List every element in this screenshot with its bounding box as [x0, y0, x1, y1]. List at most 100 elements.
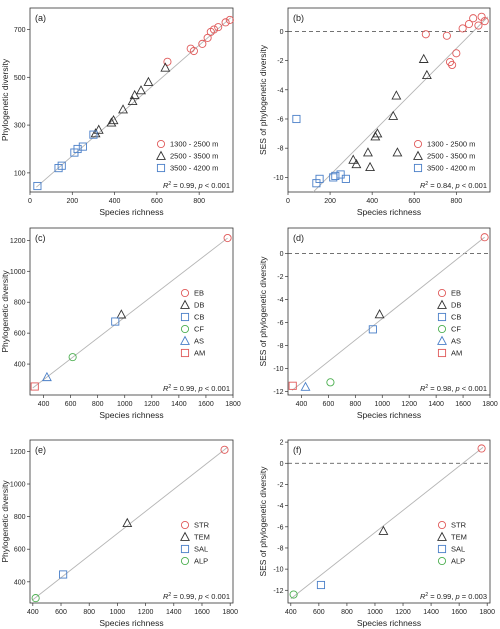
x-tick-label: 1800: [479, 609, 495, 616]
y-axis-label: Phylogenetic diversity: [0, 480, 10, 563]
data-point: [341, 174, 350, 183]
x-tick-label: 400: [38, 401, 50, 408]
x-tick-label: 400: [366, 198, 378, 205]
legend-marker: [437, 335, 447, 345]
x-tick-label: 1800: [222, 609, 238, 616]
y-tick-label: 700: [14, 27, 26, 34]
y-tick-label: -10: [273, 567, 283, 574]
legend-label: ALP: [451, 557, 465, 566]
legend-label: STR: [194, 521, 210, 530]
y-axis-label: SES of phylogenetic diversity: [258, 256, 268, 367]
x-tick-label: 0: [286, 198, 290, 205]
data-point: [118, 104, 128, 114]
y-tick-label: 0: [280, 251, 284, 258]
legend-marker: [437, 312, 447, 322]
y-tick-label: -8: [277, 146, 283, 153]
x-tick-label: 800: [193, 198, 205, 205]
x-tick-label: 200: [324, 198, 336, 205]
data-point: [368, 325, 377, 334]
x-tick-label: 600: [323, 401, 335, 408]
data-point: [391, 90, 402, 100]
y-tick-label: 300: [14, 123, 26, 130]
plot-frame: [29, 439, 234, 604]
fit-line: [312, 16, 489, 192]
legend-marker: [413, 150, 423, 160]
legend: EB DB CB CF AS AM: [180, 289, 205, 358]
data-point: [464, 20, 474, 29]
panel-label: (e): [35, 445, 46, 455]
x-tick-label: 800: [83, 609, 95, 616]
legend-label: 2500 - 3500 m: [427, 152, 475, 161]
legend-marker: [156, 150, 166, 160]
x-tick-label: 800: [341, 609, 353, 616]
plot-frame: [29, 7, 234, 193]
panel-label: (a): [35, 13, 46, 23]
legend-label: 3500 - 4200 m: [427, 164, 475, 173]
x-tick-label: 800: [450, 198, 462, 205]
legend-marker: [437, 531, 447, 541]
panel-label: (b): [293, 13, 304, 23]
data-point: [33, 181, 42, 191]
legend-marker: [156, 163, 166, 173]
legend-marker: [437, 324, 447, 334]
legend-marker: [180, 531, 190, 541]
legend-marker: [180, 335, 190, 345]
data-point: [225, 15, 234, 24]
data-point: [452, 49, 461, 58]
data-point: [351, 158, 362, 169]
data-point: [480, 233, 489, 242]
data-point: [78, 142, 87, 151]
legend-label: CB: [451, 313, 461, 322]
data-point: [336, 170, 345, 179]
x-tick-label: 1000: [117, 401, 133, 408]
legend-marker: [180, 312, 190, 322]
data-point: [469, 14, 478, 23]
y-tick-label: 500: [14, 75, 26, 82]
legend-marker: [180, 520, 190, 530]
legend-label: DB: [451, 301, 461, 310]
stats-annotation: R2 = 0.84, p < 0.001: [420, 181, 487, 190]
legend-marker: [437, 288, 447, 298]
x-tick-label: 1600: [455, 401, 471, 408]
data-point: [289, 590, 298, 599]
legend: STR TEM SAL ALP: [180, 520, 210, 566]
data-point: [116, 309, 127, 319]
x-tick-label: 1000: [374, 401, 390, 408]
data-point: [392, 147, 403, 157]
data-point: [300, 381, 311, 391]
data-point: [378, 525, 389, 535]
legend: 1300 - 2500 m 2500 - 3500 m 3500 - 4200 m: [156, 140, 218, 173]
data-point: [163, 57, 172, 66]
x-axis-label: Species richness: [357, 618, 421, 628]
legend-marker: [180, 556, 190, 566]
y-tick-label: 0: [280, 29, 284, 36]
legend-marker: [180, 544, 190, 554]
y-tick-label: 800: [14, 300, 26, 307]
data-point: [388, 110, 399, 120]
data-point: [477, 444, 486, 453]
legend-marker: [437, 544, 447, 554]
data-point: [458, 24, 467, 33]
data-point: [129, 89, 140, 100]
y-tick-label: 400: [14, 362, 26, 369]
legend-label: CF: [451, 325, 461, 334]
data-point: [348, 154, 359, 164]
y-tick-label: -10: [273, 175, 283, 182]
data-point: [68, 353, 77, 362]
data-point: [108, 114, 119, 125]
x-tick-label: 400: [296, 401, 308, 408]
legend-label: 1300 - 2500 m: [170, 140, 218, 149]
x-tick-label: 600: [65, 401, 77, 408]
legend-label: DB: [194, 301, 204, 310]
x-tick-label: 1800: [225, 401, 241, 408]
legend-label: AM: [451, 349, 462, 358]
data-point: [57, 161, 66, 170]
y-axis-label: Phylogenetic diversity: [0, 58, 10, 141]
y-tick-label: -8: [277, 545, 283, 552]
data-point: [93, 124, 104, 134]
data-point: [89, 130, 98, 139]
y-tick-label: -8: [277, 343, 283, 350]
y-tick-label: 600: [14, 331, 26, 338]
legend-label: AS: [451, 337, 461, 346]
